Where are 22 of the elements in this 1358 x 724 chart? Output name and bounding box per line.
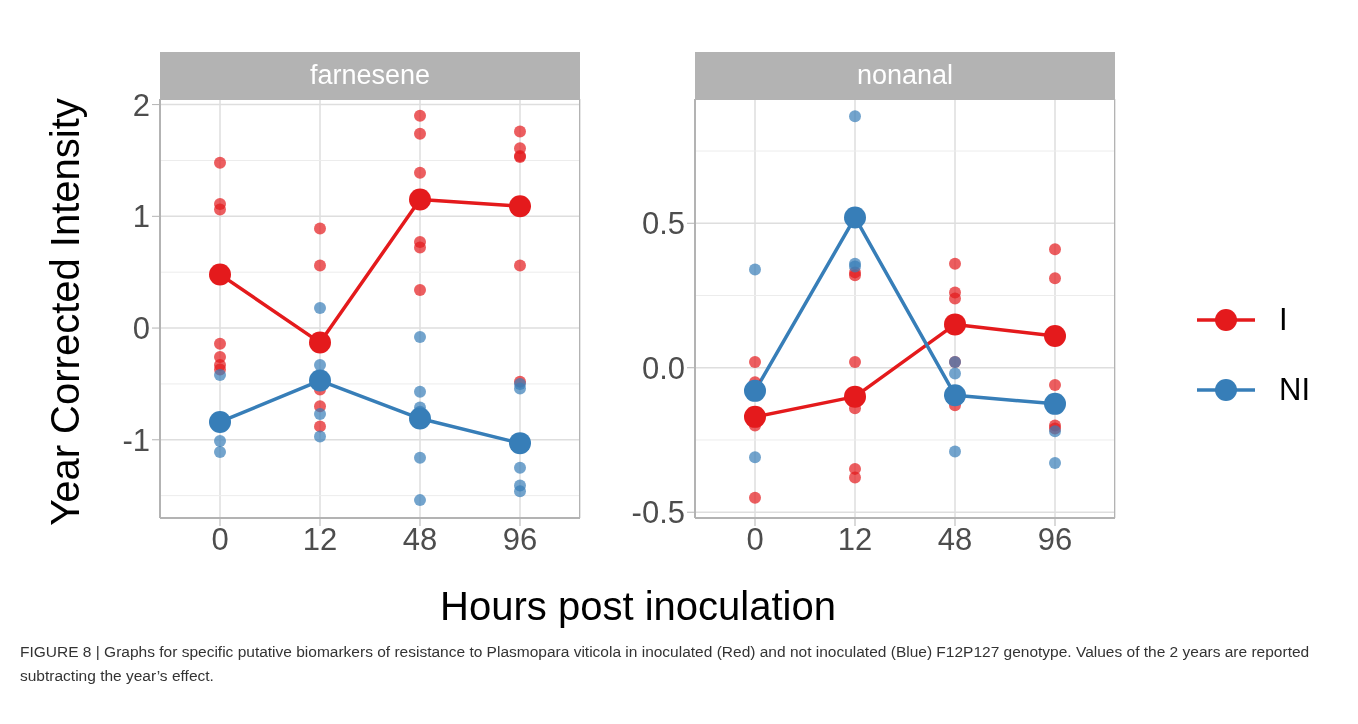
x-tick-label: 48 (937, 522, 973, 558)
y-tick-label: -1 (122, 422, 150, 458)
caption: FIGURE 8 | Graphs for specific putative biomarkers of resistance to Plasmopara viticola in inoculated (Red) and not inoculated (Blue) F12P127 genotype. Values of the 2 years are reported subtracting the year’s effect. (20, 642, 1311, 686)
x-axis-title: Hours post inoculation (440, 583, 836, 629)
x-tick-label: 0 (746, 522, 764, 558)
x-tick-label: 48 (402, 522, 438, 558)
y-tick-label: 0 (132, 311, 150, 347)
chart-title: farnesene (160, 52, 580, 99)
x-tick-label: 96 (502, 522, 538, 558)
y-tick-label: 1 (132, 199, 150, 235)
y-tick-label: 0.0 (641, 350, 685, 386)
x-tick-label: 12 (302, 522, 338, 558)
chart-title: nonanal (695, 52, 1115, 99)
x-tick-label: 96 (1037, 522, 1073, 558)
y-tick-label: 0.5 (641, 206, 685, 242)
legend-label: NI (1279, 372, 1310, 408)
y-tick-label: -0.5 (631, 495, 685, 531)
y-axis-title: Year Corrected Intensity (42, 98, 88, 526)
y-tick-label: 2 (132, 87, 150, 123)
x-tick-label: 0 (211, 522, 229, 558)
legend-label: I (1279, 302, 1288, 338)
x-tick-label: 12 (837, 522, 873, 558)
